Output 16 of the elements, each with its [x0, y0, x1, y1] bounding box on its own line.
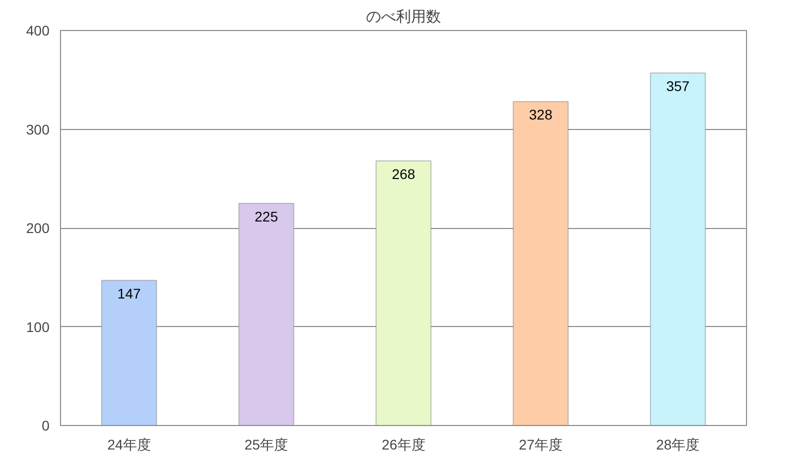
x-tick-label: 24年度	[107, 436, 151, 452]
data-label: 357	[666, 78, 690, 94]
y-tick-label: 0	[42, 418, 50, 434]
chart-title: のべ利用数	[366, 8, 441, 26]
data-label: 225	[254, 208, 278, 224]
y-tick-label: 200	[26, 220, 50, 236]
x-tick-label: 26年度	[382, 436, 426, 452]
y-tick-label: 400	[26, 22, 50, 38]
data-label: 147	[117, 285, 141, 302]
x-tick-label: 27年度	[518, 436, 562, 452]
y-tick-label: 300	[26, 121, 50, 138]
y-tick-label: 100	[26, 318, 50, 335]
data-label: 328	[529, 106, 553, 123]
x-tick-label: 28年度	[656, 436, 700, 452]
data-label: 268	[392, 166, 416, 182]
x-tick-label: 25年度	[244, 436, 288, 452]
